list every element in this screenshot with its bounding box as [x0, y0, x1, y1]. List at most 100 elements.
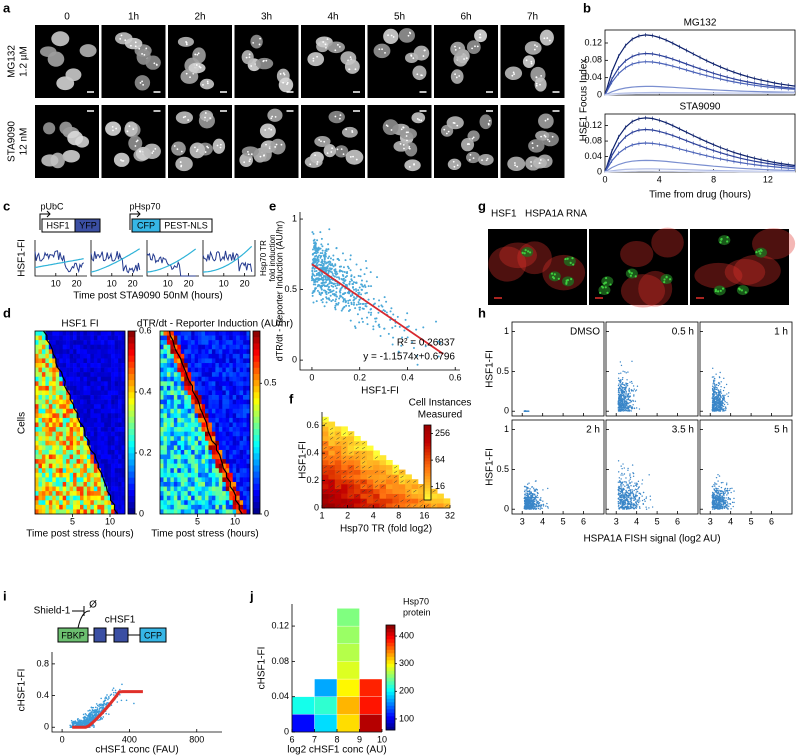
density-cell: [418, 493, 425, 499]
scatter-point: [328, 260, 331, 263]
curve: [604, 170, 795, 173]
heatmap-cell: [111, 472, 115, 478]
density-cell: [411, 493, 419, 499]
heatmap-cell: [76, 331, 81, 336]
heatmap-cell: [173, 335, 178, 341]
heatmap-cell: [66, 413, 70, 419]
heatmap-cell: [194, 445, 199, 451]
heatmap-cell: [187, 340, 192, 346]
heatmap-cell: [35, 367, 39, 373]
nucleus: [383, 28, 399, 44]
heatmap-cell: [191, 427, 195, 432]
scatter-point: [358, 321, 361, 324]
heatmap-cell: [86, 422, 91, 428]
heatmap-cell: [100, 395, 105, 400]
heatmap-cell: [229, 390, 233, 396]
heatmap-cell: [52, 445, 57, 451]
flow-arrow: [323, 441, 327, 445]
heatmap-cell: [180, 495, 185, 501]
heatmap-cell: [222, 477, 227, 483]
scatter-point: [344, 279, 347, 282]
heatmap-cell: [222, 436, 227, 442]
heatmap-cell: [93, 408, 98, 414]
heatmap-cell: [104, 353, 108, 359]
y-tick-label: 0.04: [584, 151, 602, 161]
heatmap-cell: [180, 504, 185, 510]
heatmap-cell: [73, 335, 77, 341]
heatmap-cell: [198, 459, 202, 464]
heatmap-cell: [107, 504, 112, 510]
focus: [412, 57, 415, 60]
heatmap-cell: [160, 445, 164, 451]
hsf1-focus: [609, 283, 612, 286]
scatter-point: [357, 301, 360, 304]
heatmap-cell: [80, 353, 84, 359]
heatmap-cell: [205, 363, 209, 368]
heatmap-cell: [243, 463, 247, 469]
heatmap-cell: [90, 459, 95, 464]
heatmap-cell: [107, 486, 112, 492]
heatmap-cell: [97, 363, 102, 368]
heatmap-cell: [86, 427, 91, 432]
heatmap-cell: [97, 504, 102, 510]
focus: [548, 39, 551, 42]
heatmap-cell: [100, 449, 105, 455]
flow-arrow: [355, 446, 359, 450]
scatter-point: [714, 396, 716, 399]
heatmap-cell: [86, 349, 91, 355]
focus: [513, 162, 516, 164]
heatmap-cell: [194, 340, 199, 346]
focus: [540, 135, 543, 138]
axes-frame: [699, 321, 793, 417]
heatmap-cell: [166, 504, 171, 510]
focus: [402, 143, 405, 146]
heatmap-cell: [59, 413, 63, 419]
flow-arrow: [374, 499, 379, 503]
scatter-point: [325, 296, 328, 299]
focus: [355, 158, 358, 161]
heatmap-cell: [243, 363, 247, 368]
scatter-point: [627, 392, 630, 395]
heatmap-cell: [211, 335, 216, 341]
heatmap-cell: [52, 427, 57, 432]
scatter-point: [331, 282, 334, 285]
scatter-point: [720, 381, 722, 383]
heatmap-cell: [239, 486, 244, 492]
scatter-point: [714, 386, 716, 388]
heatmap-cell: [239, 344, 244, 350]
heatmap-cell: [222, 504, 227, 510]
heatmap-cell: [232, 340, 237, 346]
heatmap-cell: [177, 454, 182, 460]
heatmap-cell: [55, 500, 60, 506]
scatter-point: [321, 273, 324, 276]
heatmap-cell: [160, 468, 164, 474]
scatter-point: [724, 394, 726, 397]
heatmap-cell: [243, 349, 247, 355]
heatmap-cell: [187, 349, 192, 355]
heatmap-cell: [180, 477, 185, 483]
scatter-point: [345, 275, 348, 278]
heatmap-cell: [55, 331, 60, 336]
focus: [540, 74, 543, 77]
heatmap-cell: [208, 390, 213, 396]
heatmap-cell: [55, 472, 60, 478]
scatter-point: [416, 354, 419, 357]
heatmap-cell: [107, 454, 112, 460]
heatmap-cell: [187, 422, 192, 428]
heatmap-cell: [194, 440, 199, 446]
heatmap-cell: [222, 449, 227, 455]
heatmap-cell: [191, 491, 195, 496]
colorbar-step: [128, 355, 135, 362]
heatmap-cell: [201, 477, 206, 483]
heatmap-cell: [184, 509, 188, 515]
heatmap-cell: [170, 385, 175, 391]
heatmap-cell: [93, 422, 98, 428]
scatter-point: [311, 269, 314, 272]
heatmap-cell: [76, 349, 81, 355]
focus: [265, 59, 268, 62]
heatmap-cell: [41, 436, 46, 442]
flow-arrow: [393, 470, 398, 474]
heatmap-cell: [236, 408, 240, 414]
heatmap-cell: [118, 504, 122, 510]
heatmap-cell: [232, 440, 237, 446]
